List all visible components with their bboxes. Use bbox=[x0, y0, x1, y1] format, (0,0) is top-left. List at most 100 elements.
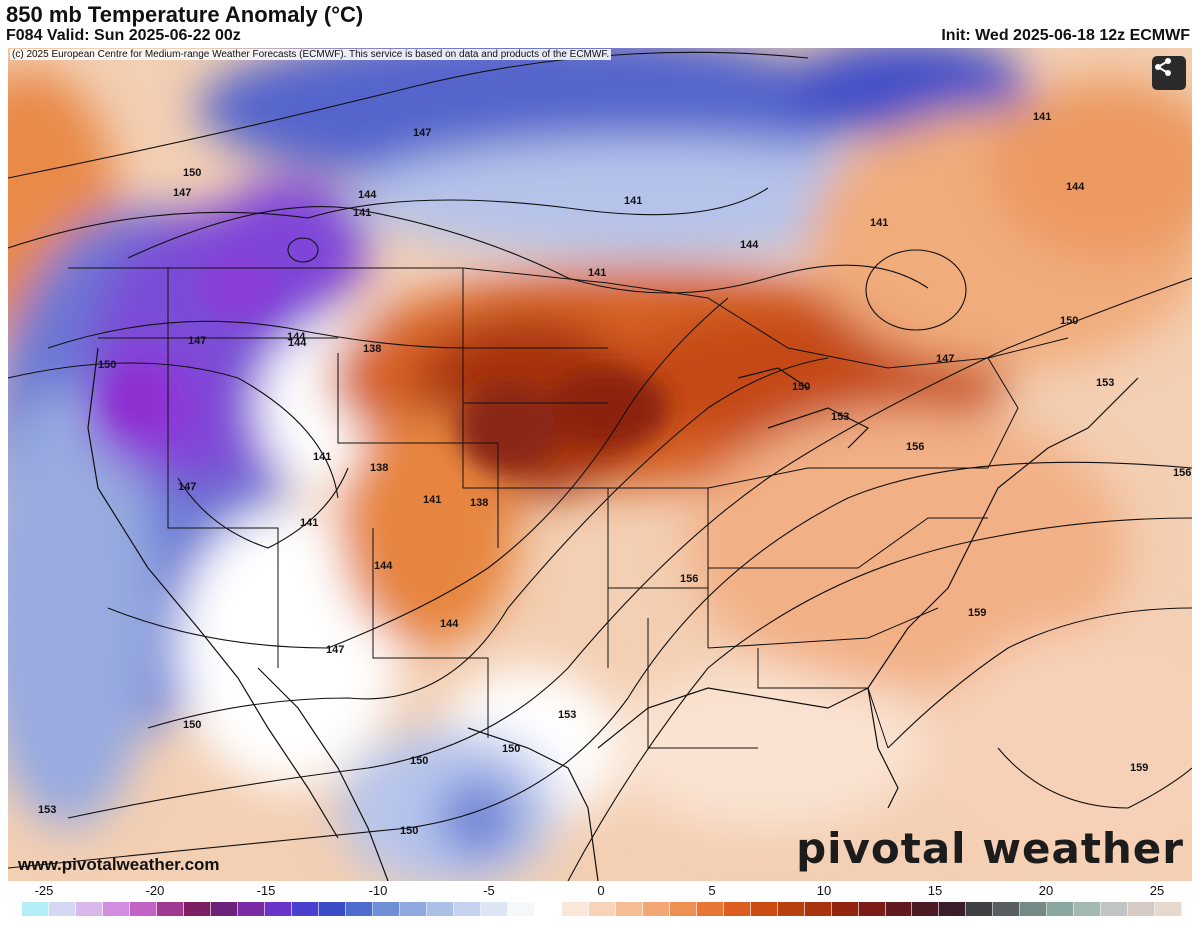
contour-label: 153 bbox=[558, 709, 576, 721]
height-contours bbox=[8, 51, 1192, 881]
contour-label: 147 bbox=[326, 644, 344, 656]
anomaly-field-detail bbox=[108, 258, 668, 473]
colorbar-cell bbox=[1047, 902, 1075, 916]
contour-label: 141 bbox=[624, 195, 642, 207]
contour-label: 156 bbox=[680, 573, 698, 585]
copyright-notice: (c) 2025 European Centre for Medium-rang… bbox=[10, 49, 612, 60]
colorbar-cell bbox=[912, 902, 940, 916]
contour-label: 144 bbox=[358, 189, 377, 201]
colorbar-cell bbox=[102, 902, 130, 916]
colorbar-tick-label: -10 bbox=[368, 883, 388, 898]
contour-label: 147 bbox=[173, 187, 191, 199]
colorbar-strip bbox=[22, 902, 1183, 916]
contour-label: 156 bbox=[1173, 467, 1191, 479]
colorbar-cell bbox=[777, 902, 805, 916]
colorbar-cell bbox=[588, 902, 616, 916]
colorbar-cell bbox=[129, 902, 157, 916]
colorbar-cell bbox=[399, 902, 427, 916]
colorbar-cell bbox=[156, 902, 184, 916]
colorbar-cell bbox=[696, 902, 724, 916]
contour-label: 141 bbox=[1033, 111, 1051, 123]
colorbar-tick-label: -25 bbox=[34, 883, 54, 898]
colorbar-cell bbox=[534, 902, 562, 916]
colorbar-cell bbox=[453, 902, 481, 916]
colorbar-cell bbox=[1074, 902, 1102, 916]
contour-label: 159 bbox=[968, 607, 986, 619]
share-button[interactable] bbox=[1152, 56, 1186, 90]
contour-label: 150 bbox=[792, 381, 810, 393]
contour-label: 153 bbox=[38, 804, 56, 816]
colorbar-tick-label: 25 bbox=[1149, 883, 1165, 898]
contour-label: 138 bbox=[370, 462, 388, 474]
colorbar-cell bbox=[831, 902, 859, 916]
colorbar-cell bbox=[264, 902, 292, 916]
colorbar-cell bbox=[750, 902, 778, 916]
colorbar-cell bbox=[48, 902, 76, 916]
contour-label: 150 bbox=[183, 719, 201, 731]
contour-label: 153 bbox=[831, 411, 849, 423]
colorbar-cell bbox=[993, 902, 1021, 916]
contour-label-group: 147 150 147 144 141 141 144 144 138 147 … bbox=[38, 111, 1191, 837]
colorbar-tick-label: 20 bbox=[1038, 883, 1054, 898]
contour-label: 150 bbox=[400, 825, 418, 837]
colorbar-cell bbox=[885, 902, 913, 916]
boundaries bbox=[68, 267, 1069, 749]
contour-label: 147 bbox=[936, 353, 954, 365]
colorbar-tick-label: 5 bbox=[708, 883, 716, 898]
contour-label: 150 bbox=[98, 359, 116, 371]
contour-label: 144 bbox=[287, 331, 306, 343]
init-time: Init: Wed 2025-06-18 12z ECMWF bbox=[941, 27, 1190, 44]
contour-label: 141 bbox=[588, 267, 606, 279]
coastlines bbox=[87, 347, 1139, 881]
colorbar-cell bbox=[615, 902, 643, 916]
colorbar-cell bbox=[318, 902, 346, 916]
colorbar-cell bbox=[372, 902, 400, 916]
contour-label: 150 bbox=[410, 755, 428, 767]
contour-label: 144 bbox=[440, 618, 459, 630]
contour-label: 144 bbox=[740, 239, 759, 251]
contour-label: 150 bbox=[502, 743, 520, 755]
colorbar-cell bbox=[507, 902, 535, 916]
contour-label: 147 bbox=[413, 127, 431, 139]
colorbar-cell bbox=[345, 902, 373, 916]
pivotal-weather-logo: pivotal weather bbox=[796, 824, 1184, 873]
colorbar-cell bbox=[1128, 902, 1156, 916]
colorbar-cell bbox=[1101, 902, 1129, 916]
colorbar-cell bbox=[480, 902, 508, 916]
colorbar-tick-label: -5 bbox=[483, 883, 495, 898]
colorbar-cell bbox=[939, 902, 967, 916]
colorbar-tick-label: 10 bbox=[816, 883, 832, 898]
colorbar-tick-label: -15 bbox=[256, 883, 276, 898]
contour-label: 147 bbox=[178, 481, 196, 493]
colorbar-tick-label: 15 bbox=[927, 883, 943, 898]
colorbar-cell bbox=[75, 902, 103, 916]
colorbar-cell bbox=[210, 902, 238, 916]
colorbar-cell bbox=[183, 902, 211, 916]
contour-label: 156 bbox=[906, 441, 924, 453]
colorbar-tick-label: 0 bbox=[597, 883, 605, 898]
contour-label: 141 bbox=[313, 451, 331, 463]
contour-label: 138 bbox=[363, 343, 381, 355]
contour-label: 159 bbox=[1130, 762, 1148, 774]
contour-label: 144 bbox=[288, 337, 307, 349]
contour-label: 138 bbox=[470, 497, 488, 509]
colorbar-cell bbox=[561, 902, 589, 916]
contour-label: 153 bbox=[1096, 377, 1114, 389]
contour-label: 144 bbox=[1066, 181, 1085, 193]
contour-label: 150 bbox=[1060, 315, 1078, 327]
colorbar-cell bbox=[1155, 902, 1183, 916]
site-url[interactable]: www.pivotalweather.com bbox=[18, 855, 220, 874]
colorbar-cell bbox=[858, 902, 886, 916]
colorbar-tick-label: -20 bbox=[145, 883, 165, 898]
contour-label: 141 bbox=[423, 494, 441, 506]
colorbar-cell bbox=[723, 902, 751, 916]
contour-label: 141 bbox=[870, 217, 888, 229]
contour-label: 147 bbox=[188, 335, 206, 347]
colorbar-cell bbox=[966, 902, 994, 916]
colorbar-labels: -25 -20 -15 -10 -5 0 5 10 15 20 25 bbox=[0, 883, 1200, 901]
contour-label: 141 bbox=[353, 207, 371, 219]
colorbar-cell bbox=[426, 902, 454, 916]
anomaly-map[interactable]: 147 150 147 144 141 141 144 144 138 147 … bbox=[8, 48, 1192, 881]
colorbar-cell bbox=[669, 902, 697, 916]
map-title: 850 mb Temperature Anomaly (°C) bbox=[6, 2, 364, 27]
